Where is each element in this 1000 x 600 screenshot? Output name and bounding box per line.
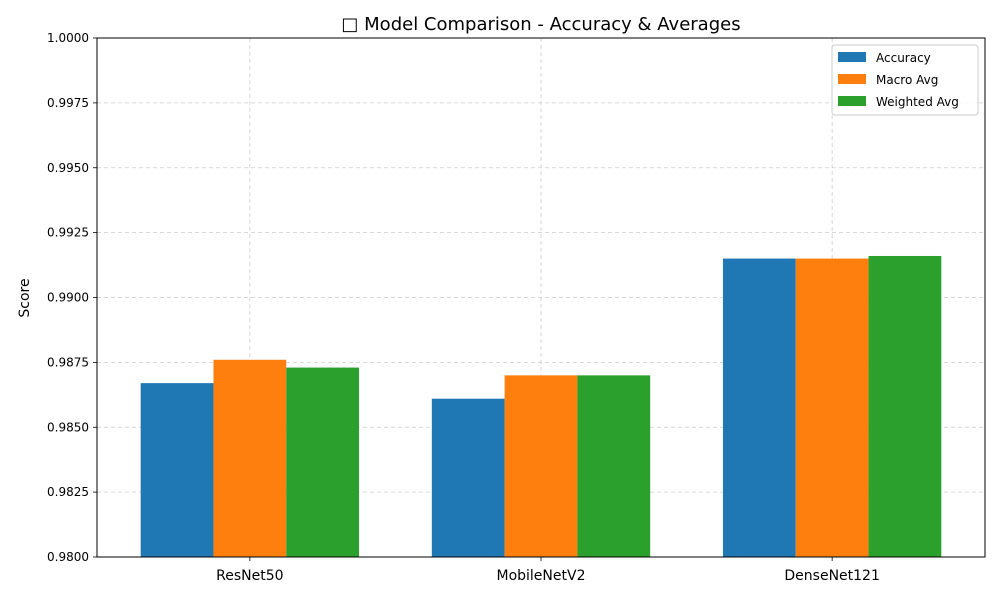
bar bbox=[140, 383, 214, 557]
y-tick-label: 0.9875 bbox=[47, 355, 89, 369]
chart-title: □ Model Comparison - Accuracy & Averages bbox=[341, 14, 740, 35]
bar bbox=[286, 367, 360, 557]
legend-label: Macro Avg bbox=[876, 73, 938, 87]
legend-label: Weighted Avg bbox=[876, 95, 959, 109]
bar bbox=[722, 258, 796, 557]
bars bbox=[140, 255, 942, 558]
legend-swatch bbox=[838, 96, 866, 106]
y-tick-label: 0.9800 bbox=[47, 550, 89, 564]
bar bbox=[577, 375, 651, 557]
x-tick-label: DenseNet121 bbox=[784, 568, 879, 584]
x-tick-label: MobileNetV2 bbox=[497, 568, 586, 584]
bar bbox=[795, 258, 869, 557]
bar bbox=[868, 255, 942, 558]
legend-box bbox=[831, 44, 979, 116]
y-tick-label: 0.9975 bbox=[47, 96, 89, 110]
x-tick-label: ResNet50 bbox=[216, 568, 283, 584]
bar bbox=[504, 375, 578, 557]
bar bbox=[431, 398, 505, 557]
y-tick-label: 0.9825 bbox=[47, 485, 89, 499]
y-tick-label: 0.9900 bbox=[47, 291, 89, 305]
y-tick-label: 0.9925 bbox=[47, 226, 89, 240]
y-tick-label: 1.0000 bbox=[47, 31, 89, 45]
legend-label: Accuracy bbox=[876, 51, 931, 65]
legend-swatch bbox=[838, 52, 866, 62]
y-axis-label: Score bbox=[17, 278, 33, 317]
bar bbox=[213, 359, 287, 557]
y-tick-label: 0.9850 bbox=[47, 420, 89, 434]
axes: 0.9800 0.9825 0.9850 0.9875 0.9900 0.9925 0.99… bbox=[47, 31, 986, 584]
plot-frame bbox=[96, 37, 986, 558]
legend: Accuracy Macro Avg Weighted Avg bbox=[831, 44, 979, 116]
y-tick-label: 0.9950 bbox=[47, 161, 89, 175]
legend-swatch bbox=[838, 74, 866, 84]
